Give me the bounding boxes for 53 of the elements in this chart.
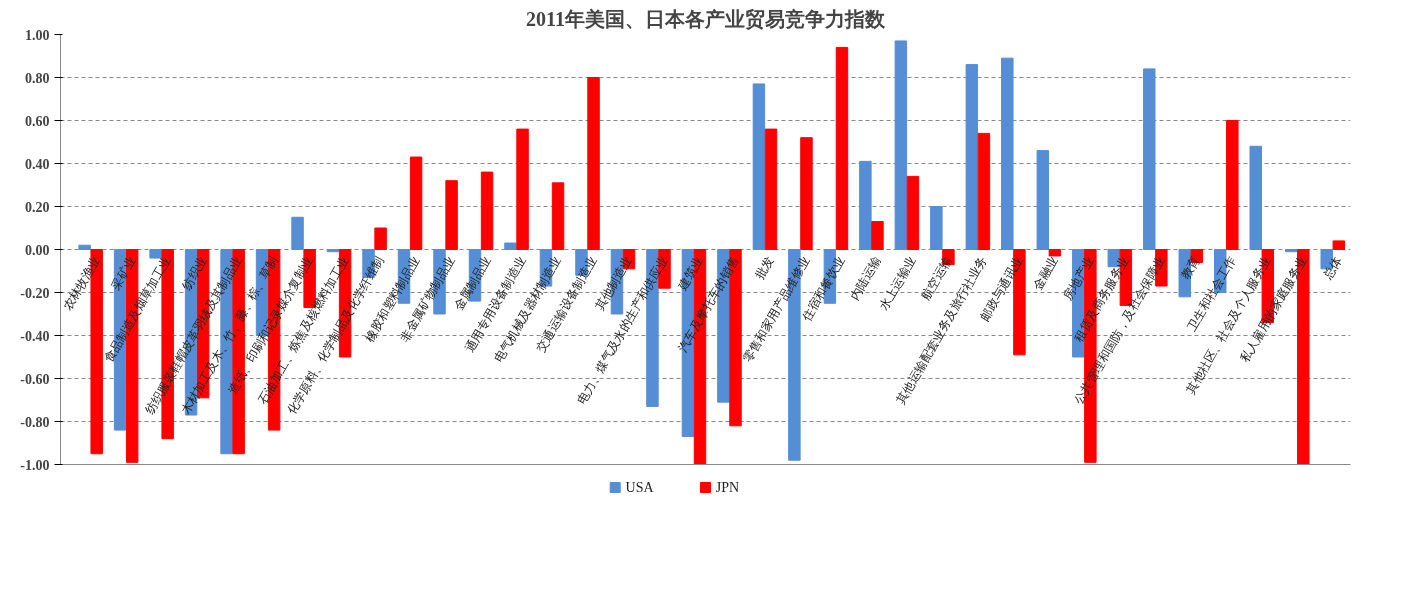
bar: [930, 206, 943, 250]
y-tick-label: -0.80: [20, 414, 50, 430]
x-tick-label: 金融业: [1030, 254, 1061, 293]
bar: [78, 244, 91, 250]
legend-label: JPN: [715, 480, 740, 495]
bar: [149, 249, 162, 259]
x-tick-label: 农林牧渔业: [60, 254, 103, 313]
y-tick-label: -1.00: [20, 457, 50, 473]
x-tick-label: 纺织业: [179, 254, 210, 293]
bar: [480, 171, 494, 250]
bar: [326, 249, 340, 253]
x-tick-label: 批发: [752, 254, 778, 282]
bar: [1226, 120, 1239, 250]
bar: [835, 46, 849, 250]
bar: [1143, 68, 1156, 250]
bar: [800, 137, 813, 250]
bar: [1332, 240, 1346, 250]
bar: [291, 216, 304, 250]
bar: [587, 77, 600, 250]
bar: [1285, 249, 1298, 253]
bar: [1249, 145, 1262, 250]
chart-title: 2011年美国、日本各产业贸易竞争力指数: [526, 7, 886, 30]
bar: [871, 221, 884, 250]
bar: [752, 83, 766, 250]
y-tick-label: 0.80: [25, 70, 50, 86]
bar: [445, 180, 458, 250]
bar: [894, 40, 908, 250]
y-tick-label: 0.40: [25, 156, 50, 172]
bar: [906, 175, 920, 250]
bar: [977, 132, 991, 250]
y-tick-label: 0.20: [25, 199, 50, 215]
y-tick-label: 0.00: [25, 242, 50, 258]
x-tick-label: 采矿业: [108, 254, 139, 293]
x-tick-label: 教育: [1178, 254, 1203, 282]
bar: [965, 64, 979, 250]
y-tick-label: 0.60: [25, 113, 50, 129]
legend-label: USA: [625, 480, 655, 495]
bar: [409, 156, 423, 250]
bar: [859, 160, 872, 250]
bar: [764, 128, 778, 250]
y-tick-label: 1.00: [25, 27, 50, 43]
bar: [504, 242, 517, 250]
y-tick-label: -0.60: [20, 371, 50, 387]
bar: [374, 227, 387, 250]
x-tick-label: 总体: [1320, 254, 1345, 283]
bar: [551, 182, 565, 250]
y-tick-label: -0.40: [20, 328, 50, 344]
bar: [1036, 150, 1050, 250]
x-tick-label: 建筑业: [675, 254, 707, 294]
y-tick-label: -0.20: [20, 285, 50, 301]
bar: [1001, 57, 1014, 250]
bar: [1048, 249, 1062, 257]
bar: [516, 128, 529, 250]
